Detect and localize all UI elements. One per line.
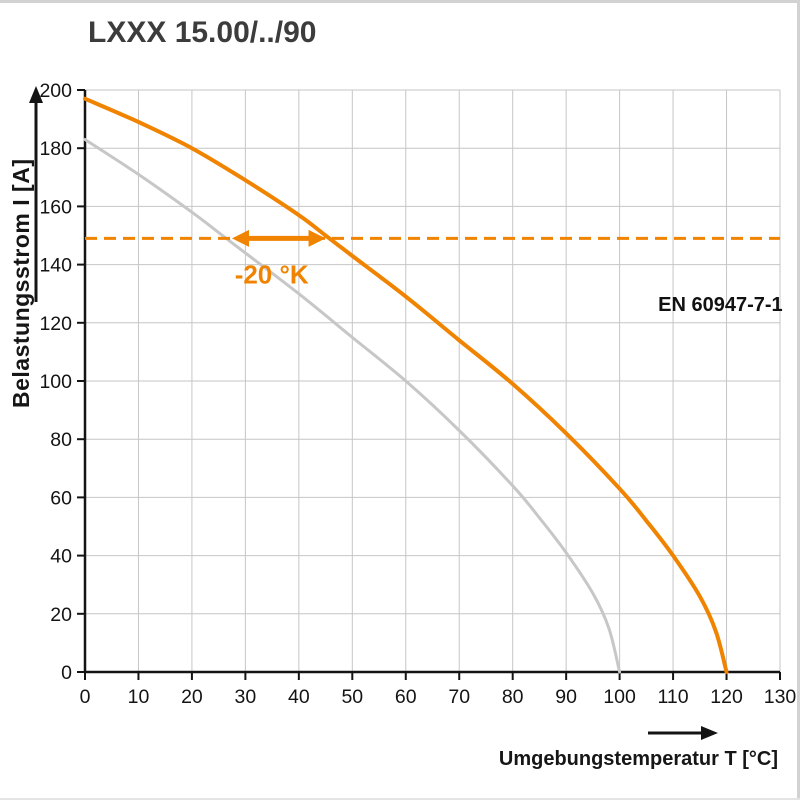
x-tick-label: 60 <box>395 686 417 708</box>
x-tick-label: 0 <box>80 686 91 708</box>
annotations: -20 °K EN 60947-7-1 <box>85 229 783 316</box>
y-tick-label: 160 <box>39 196 72 218</box>
x-axis-label: Umgebungstemperatur T [°C] <box>498 748 778 770</box>
x-tick-label: 80 <box>502 686 524 708</box>
y-tick-label: 40 <box>50 546 72 568</box>
curves <box>83 96 729 674</box>
y-tick-label: 60 <box>50 487 72 509</box>
x-axis-direction-arrow <box>648 726 718 740</box>
reference-curve-gray <box>83 138 622 674</box>
y-tick-label: 80 <box>50 429 72 451</box>
x-tick-label: 120 <box>710 686 743 708</box>
delta-arrow-head-right <box>308 229 326 247</box>
y-axis-direction-arrow <box>29 86 43 302</box>
x-tick-label: 40 <box>288 686 310 708</box>
y-axis-label: Belastungsstrom I [A] <box>8 158 34 408</box>
standard-label: EN 60947-7-1 <box>658 294 783 316</box>
chart-title: LXXX 15.00/../90 <box>88 16 317 49</box>
x-tick-label: 130 <box>764 686 797 708</box>
x-tick-label: 10 <box>128 686 150 708</box>
y-tick-label: 20 <box>50 604 72 626</box>
y-tick-label: 180 <box>39 138 72 160</box>
y-tick-label: 200 <box>39 80 72 102</box>
x-tick-label: 50 <box>341 686 363 708</box>
y-tick-label: 100 <box>39 371 72 393</box>
delta-label: -20 °K <box>235 260 309 290</box>
x-tick-label: 30 <box>235 686 257 708</box>
frame-border-right <box>797 0 800 800</box>
axes: 0 10 20 30 40 50 60 70 80 90 100 110 120 130 0 20 40 60 80… <box>39 80 796 708</box>
delta-arrow-head-left <box>232 229 250 247</box>
frame-border-top <box>0 0 800 3</box>
y-tick-label: 0 <box>61 662 72 684</box>
x-tick-label: 110 <box>658 686 689 708</box>
y-tick-label: 120 <box>39 313 72 335</box>
x-tick-label: 70 <box>448 686 470 708</box>
x-tick-label: 90 <box>555 686 577 708</box>
frame-border-bottom <box>0 798 800 800</box>
y-tick-label: 140 <box>39 255 72 277</box>
gridlines <box>84 89 781 673</box>
derating-curve-orange <box>83 96 729 674</box>
x-tick-label: 20 <box>181 686 203 708</box>
x-tick-label: 100 <box>603 686 636 708</box>
